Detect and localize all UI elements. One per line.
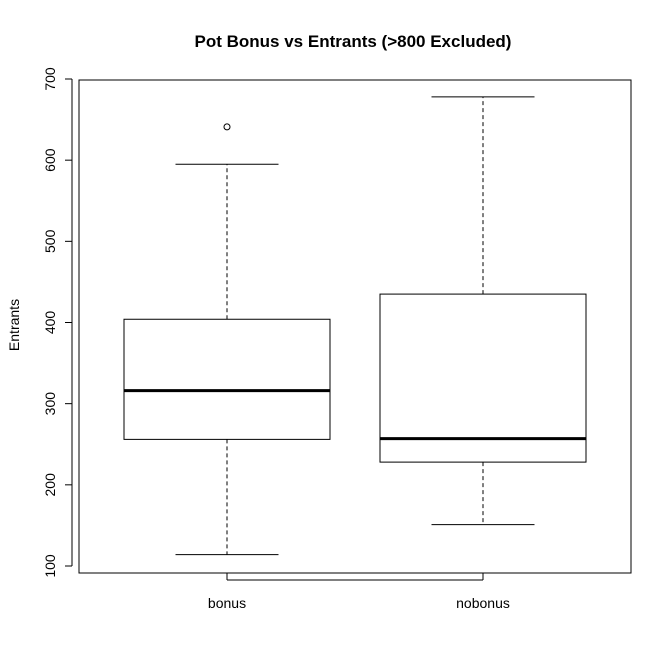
y-axis: 100 200 300 400 500 600 700 [42, 67, 73, 578]
y-tick-label: 300 [42, 392, 58, 416]
y-tick-label: 600 [42, 148, 58, 172]
outlier-point [223, 123, 231, 131]
chart-title: Pot Bonus vs Entrants (>800 Excluded) [195, 32, 512, 51]
y-tick-label: 700 [42, 67, 58, 91]
box-iqr [379, 293, 587, 463]
y-tick-label: 400 [42, 311, 58, 335]
y-axis-label: Entrants [6, 299, 22, 351]
box-series [123, 96, 587, 556]
x-tick-label: nobonus [456, 595, 510, 611]
box-iqr [123, 318, 331, 440]
plot-frame [78, 79, 632, 574]
x-axis: bonus nobonus [208, 573, 510, 611]
y-tick-label: 500 [42, 229, 58, 253]
y-tick-label: 200 [42, 473, 58, 497]
y-tick-label: 100 [42, 554, 58, 578]
x-tick-label: bonus [208, 595, 246, 611]
